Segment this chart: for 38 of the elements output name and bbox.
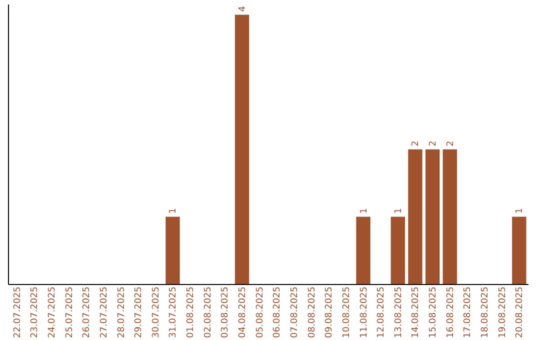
data-label: 1	[168, 208, 179, 214]
data-label: 2	[446, 140, 456, 146]
data-label: 4	[238, 6, 248, 12]
x-tick-label: 27.07.2025	[99, 286, 110, 338]
x-tick-label: 10.08.2025	[342, 286, 352, 338]
x-tick-label: 14.08.2025	[411, 286, 422, 338]
x-tick-label: 23.07.2025	[30, 286, 40, 338]
data-label: 1	[515, 208, 526, 214]
x-tick-label: 17.08.2025	[463, 286, 474, 338]
x-tick-label: 05.08.2025	[255, 286, 266, 338]
x-tick-label: 25.07.2025	[64, 286, 75, 338]
x-tick-label: 03.08.2025	[220, 286, 231, 338]
x-tick-label: 04.08.2025	[238, 286, 248, 338]
data-label: 1	[394, 208, 404, 214]
x-tick-label: 31.07.2025	[168, 286, 179, 338]
x-tick-label: 30.07.2025	[151, 286, 162, 338]
x-tick-label: 06.08.2025	[272, 286, 283, 338]
x-tick-label: 18.08.2025	[480, 286, 491, 338]
x-tick-label: 13.08.2025	[394, 286, 404, 338]
x-tick-label: 24.07.2025	[47, 286, 58, 338]
x-tick-label: 12.08.2025	[376, 286, 387, 338]
x-tick-label: 19.08.2025	[498, 286, 508, 338]
x-tick-label: 16.08.2025	[446, 286, 456, 338]
x-tick-label: 26.07.2025	[82, 286, 92, 338]
x-tick-label: 08.08.2025	[307, 286, 318, 338]
x-tick-label: 07.08.2025	[290, 286, 300, 338]
data-label: 2	[428, 140, 439, 146]
x-tick-label: 20.08.2025	[515, 286, 526, 338]
data-label: 2	[411, 140, 422, 146]
x-tick-label: 09.08.2025	[324, 286, 335, 338]
x-tick-label: 28.07.2025	[116, 286, 127, 338]
data-label: 1	[359, 208, 370, 214]
x-tick-label: 11.08.2025	[359, 286, 370, 338]
x-tick-label: 01.08.2025	[186, 286, 196, 338]
x-tick-label: 29.07.2025	[134, 286, 144, 338]
x-tick-label: 15.08.2025	[428, 286, 439, 338]
x-tick-label: 22.07.2025	[12, 286, 23, 338]
x-tick-label: 02.08.2025	[203, 286, 214, 338]
